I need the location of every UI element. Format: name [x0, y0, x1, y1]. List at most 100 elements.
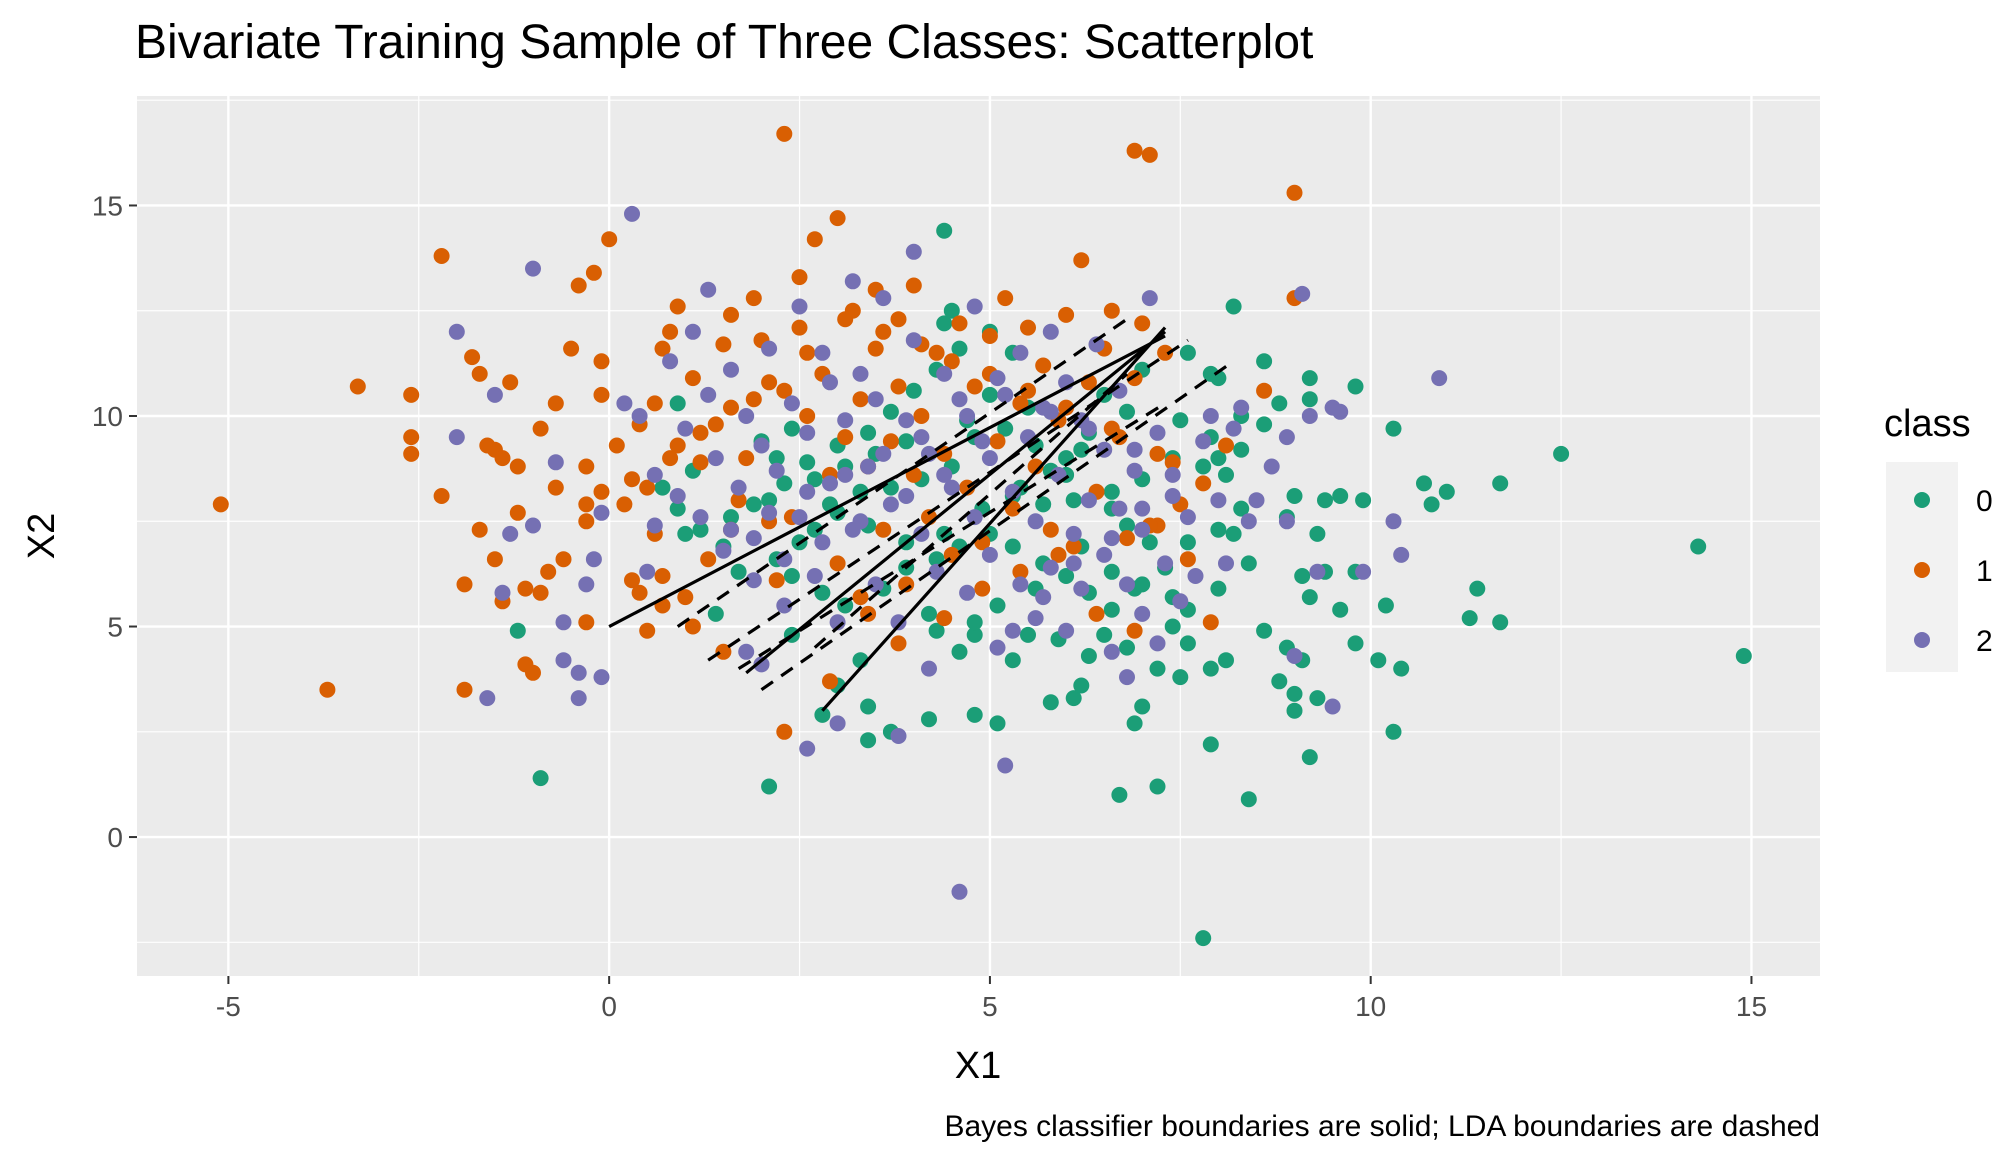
point-class-0 — [1286, 685, 1303, 702]
point-class-2 — [905, 243, 922, 260]
point-class-2 — [1164, 466, 1181, 483]
point-class-2 — [966, 509, 983, 526]
lda-boundary-dashed — [707, 338, 1189, 662]
point-class-1 — [616, 496, 633, 513]
point-class-1 — [456, 681, 473, 698]
point-class-0 — [776, 475, 793, 492]
point-class-2 — [1103, 643, 1120, 660]
point-class-1 — [829, 210, 846, 227]
x-axis-title: X1 — [955, 1045, 1001, 1087]
legend: class 0 1 2 — [1884, 403, 1993, 672]
point-class-1 — [585, 264, 602, 281]
point-class-1 — [1035, 357, 1052, 374]
point-class-2 — [997, 757, 1014, 774]
point-class-1 — [684, 618, 701, 635]
point-class-0 — [966, 614, 983, 631]
legend-label-class-0: 0 — [1976, 485, 1993, 518]
point-class-1 — [532, 584, 549, 601]
point-class-1 — [608, 437, 625, 454]
point-class-0 — [745, 496, 762, 513]
point-class-0 — [1210, 450, 1227, 467]
point-class-2 — [723, 521, 739, 538]
point-class-0 — [1233, 500, 1250, 517]
point-class-2 — [738, 643, 755, 660]
point-class-2 — [951, 391, 968, 408]
point-class-1 — [989, 433, 1006, 450]
point-class-1 — [654, 340, 671, 357]
point-class-2 — [822, 374, 838, 391]
point-class-2 — [1385, 513, 1402, 530]
point-class-2 — [1096, 546, 1113, 563]
point-class-0 — [806, 521, 823, 538]
point-class-2 — [1073, 580, 1090, 597]
legend-label-class-1: 1 — [1976, 555, 1993, 588]
point-class-2 — [776, 597, 793, 614]
point-class-2 — [1134, 521, 1151, 538]
point-class-0 — [669, 500, 686, 517]
point-class-0 — [1020, 626, 1036, 643]
point-class-1 — [540, 563, 557, 580]
point-class-0 — [905, 382, 922, 399]
legend-entries: 0 1 2 — [1914, 485, 1993, 658]
point-class-2 — [723, 361, 739, 378]
point-class-1 — [509, 504, 526, 521]
point-class-2 — [1179, 509, 1196, 526]
point-class-1 — [433, 488, 450, 504]
point-class-0 — [1377, 597, 1394, 614]
point-class-1 — [822, 673, 838, 690]
point-class-1 — [684, 370, 701, 387]
point-class-0 — [1035, 496, 1052, 513]
point-class-1 — [966, 378, 983, 395]
point-class-2 — [1332, 403, 1349, 420]
point-class-2 — [1012, 344, 1029, 361]
point-class-0 — [1423, 496, 1440, 513]
point-class-0 — [1461, 610, 1478, 627]
point-class-0 — [1164, 618, 1181, 635]
point-class-2 — [959, 584, 976, 601]
point-class-1 — [1157, 344, 1174, 361]
point-class-1 — [471, 365, 488, 382]
point-class-0 — [1134, 576, 1151, 593]
point-class-2 — [882, 496, 899, 513]
point-class-0 — [1218, 466, 1234, 483]
point-class-2 — [997, 386, 1014, 403]
point-class-2 — [753, 437, 770, 454]
point-class-2 — [525, 517, 541, 534]
point-class-0 — [783, 568, 800, 584]
chart-title: Bivariate Training Sample of Three Class… — [135, 16, 1313, 69]
point-class-1 — [723, 399, 739, 416]
point-class-1 — [1134, 315, 1151, 332]
point-class-2 — [1042, 559, 1059, 576]
point-class-2 — [1004, 622, 1021, 639]
point-class-0 — [997, 420, 1014, 437]
point-class-2 — [791, 509, 808, 526]
point-class-2 — [981, 450, 998, 467]
point-class-2 — [783, 395, 800, 412]
point-class-1 — [882, 433, 899, 450]
point-class-1 — [913, 408, 930, 424]
point-class-1 — [1042, 521, 1059, 538]
point-class-2 — [1004, 483, 1021, 500]
point-class-1 — [837, 311, 854, 328]
point-class-2 — [646, 517, 663, 534]
point-class-2 — [1149, 635, 1166, 652]
point-class-2 — [479, 690, 496, 707]
point-class-2 — [768, 462, 785, 479]
point-class-0 — [1096, 626, 1113, 643]
point-class-2 — [700, 386, 717, 403]
point-class-1 — [905, 277, 922, 294]
point-class-2 — [974, 433, 991, 450]
point-class-2 — [662, 353, 679, 370]
point-class-1 — [464, 349, 481, 366]
point-class-0 — [806, 471, 823, 488]
classifier-boundaries — [608, 317, 1235, 712]
point-class-2 — [1294, 285, 1311, 302]
point-class-2 — [1065, 555, 1082, 572]
point-class-0 — [1111, 786, 1128, 803]
point-class-2 — [1172, 593, 1189, 610]
point-class-2 — [1301, 408, 1318, 424]
point-class-1 — [700, 551, 717, 568]
point-class-1 — [692, 424, 709, 441]
point-class-1 — [723, 306, 739, 323]
x-tick-label: 5 — [982, 991, 998, 1022]
